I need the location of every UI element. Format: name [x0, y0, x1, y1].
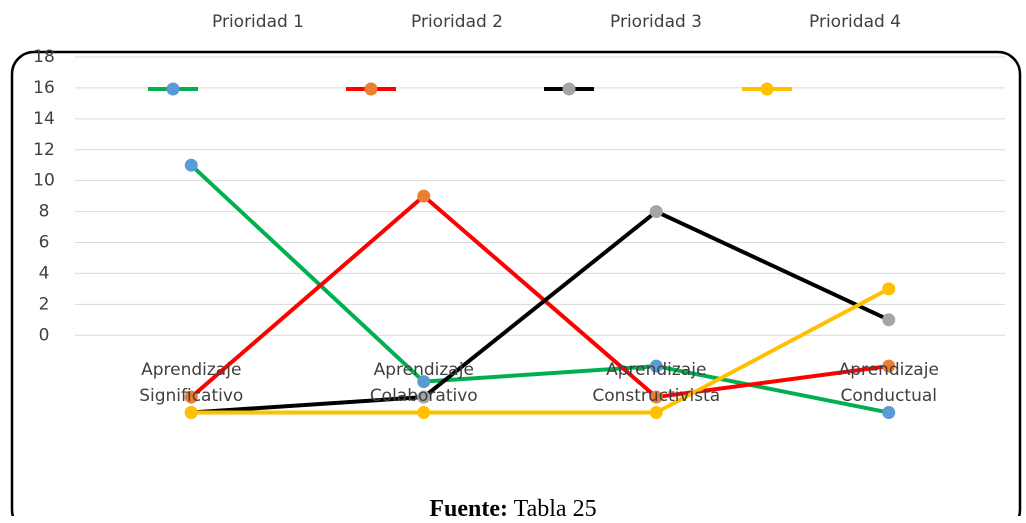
series-line [189, 163, 890, 415]
footer-label: Fuente: [429, 496, 509, 522]
y-tick-label: 12 [33, 140, 55, 160]
y-tick-label: 6 [39, 233, 50, 253]
legend-marker [760, 82, 774, 96]
series-line [191, 287, 890, 415]
data-point [184, 406, 198, 420]
data-point [882, 313, 896, 327]
data-point [649, 205, 663, 219]
data-point [882, 282, 896, 296]
data-point [882, 406, 896, 420]
data-point [649, 390, 663, 404]
x-tick-label: Aprendizaje Conductual [838, 360, 939, 406]
legend-marker [166, 82, 180, 96]
series-line [191, 209, 890, 415]
data-point [184, 158, 198, 172]
x-tick-label: Aprendizaje Significativo [139, 360, 244, 406]
series-line [189, 193, 890, 400]
legend-label: Prioridad 3 [610, 12, 702, 32]
legend-label: Prioridad 1 [212, 12, 304, 32]
y-tick-label: 10 [33, 171, 55, 191]
data-point [649, 406, 663, 420]
footer: Fuente: Tabla 25 [0, 496, 1026, 523]
data-point [417, 375, 431, 389]
data-point [882, 359, 896, 373]
x-tick-label: Aprendizaje Constructivista [592, 360, 721, 406]
data-point [417, 189, 431, 203]
y-tick-label: 8 [39, 202, 50, 222]
legend-marker [562, 82, 576, 96]
data-point [649, 359, 663, 373]
legend-label: Prioridad 2 [411, 12, 503, 32]
y-tick-label: 18 [33, 47, 55, 67]
frame [10, 50, 1022, 516]
legend-label: Prioridad 4 [809, 12, 901, 32]
y-tick-label: 0 [39, 325, 50, 345]
y-tick-label: 16 [33, 78, 55, 98]
y-tick-label: 4 [39, 263, 50, 283]
data-point [184, 390, 198, 404]
legend-marker [364, 82, 378, 96]
data-point [417, 390, 431, 404]
x-tick-label: Aprendizaje Colaborativo [369, 360, 478, 406]
data-point [417, 406, 431, 420]
y-tick-label: 2 [39, 294, 50, 314]
y-tick-label: 14 [33, 109, 55, 129]
footer-text: Tabla 25 [513, 496, 597, 522]
